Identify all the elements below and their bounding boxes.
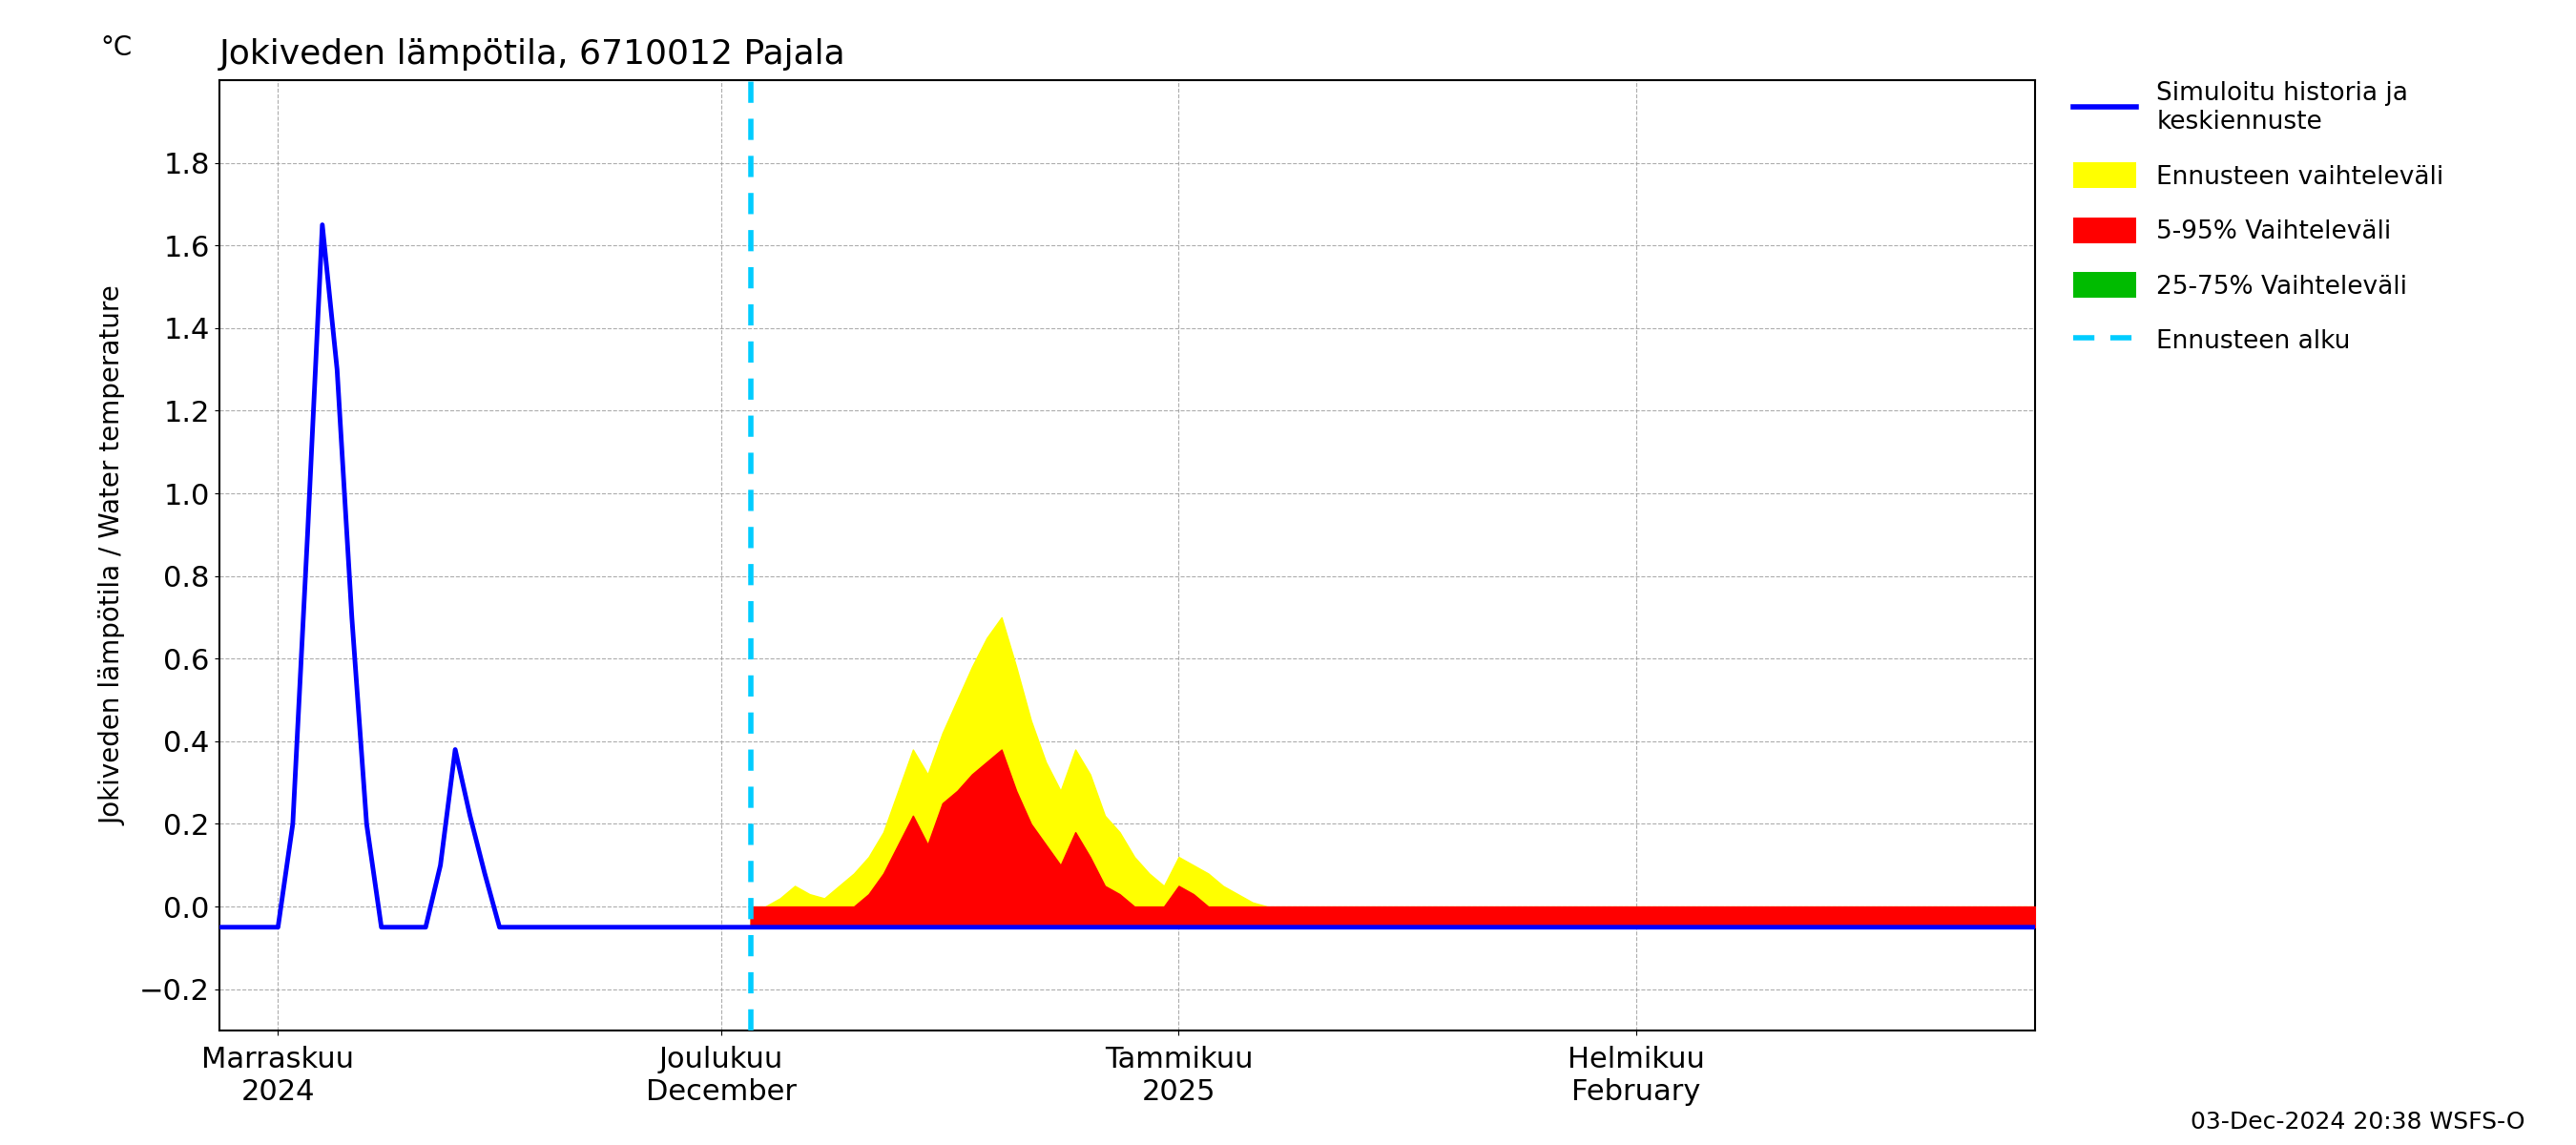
Text: Jokiveden lämpötila, 6710012 Pajala: Jokiveden lämpötila, 6710012 Pajala xyxy=(219,39,845,71)
Text: °C: °C xyxy=(100,34,131,61)
Y-axis label: Jokiveden lämpötila / Water temperature: Jokiveden lämpötila / Water temperature xyxy=(100,285,126,826)
Text: 03-Dec-2024 20:38 WSFS-O: 03-Dec-2024 20:38 WSFS-O xyxy=(2190,1111,2524,1134)
Legend: Simuloitu historia ja
keskiennuste, Ennusteen vaihteleväli, 5-95% Vaihteleväli, : Simuloitu historia ja keskiennuste, Ennu… xyxy=(2066,73,2452,362)
